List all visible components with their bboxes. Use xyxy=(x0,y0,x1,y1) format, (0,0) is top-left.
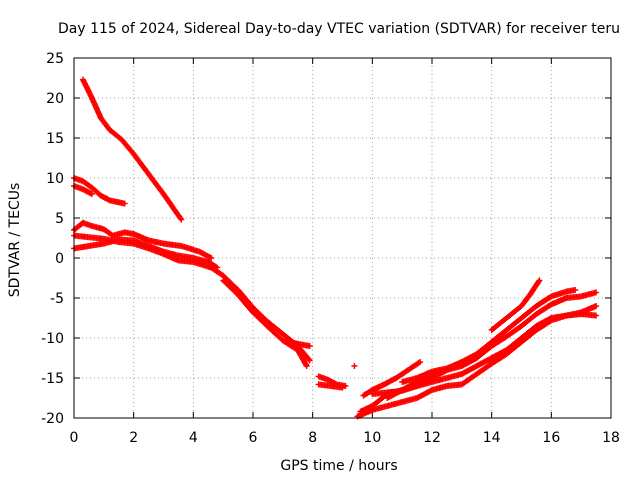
x-tick-label: 6 xyxy=(249,430,258,446)
y-axis-title: SDTVAR / TECUs xyxy=(7,183,23,298)
y-tick-label: -15 xyxy=(41,371,64,387)
point-markers xyxy=(80,76,185,223)
plot-frame xyxy=(73,57,612,419)
x-tick-labels: 0 2 4 6 8 10 12 14 16 18 xyxy=(70,430,620,446)
point-markers xyxy=(315,381,346,391)
grid-lines xyxy=(74,58,611,418)
series-arc-17 xyxy=(488,277,543,333)
y-tick-label: -5 xyxy=(50,291,64,307)
point-markers xyxy=(384,359,465,401)
series-arc-10 xyxy=(315,381,346,391)
y-tick-labels: -20 -15 -10 -5 0 5 10 15 20 25 xyxy=(41,51,64,427)
x-tick-label: 18 xyxy=(602,430,620,446)
y-tick-label: -20 xyxy=(41,411,64,427)
series-arc-8 xyxy=(285,339,313,349)
x-tick-label: 2 xyxy=(129,430,138,446)
series-arc-16 xyxy=(384,359,465,401)
y-tick-label: 20 xyxy=(46,91,64,107)
chart-title: Day 115 of 2024, Sidereal Day-to-day VTE… xyxy=(58,21,620,37)
y-tick-label: 15 xyxy=(46,131,64,147)
x-tick-label: 16 xyxy=(542,430,560,446)
point-markers xyxy=(354,303,600,420)
point-markers xyxy=(351,363,358,369)
x-tick-label: 0 xyxy=(70,430,79,446)
data-series xyxy=(71,76,600,420)
x-tick-label: 10 xyxy=(363,430,381,446)
y-tick-label: 5 xyxy=(55,211,64,227)
series-arc-18 xyxy=(351,363,358,369)
y-tick-label: 10 xyxy=(46,171,64,187)
series-arc-1 xyxy=(80,76,185,223)
series-arc-12 xyxy=(354,303,600,420)
y-tick-label: 0 xyxy=(55,251,64,267)
point-markers xyxy=(285,339,313,349)
point-markers xyxy=(488,277,543,333)
y-tick-label: -10 xyxy=(41,331,64,347)
x-tick-label: 8 xyxy=(308,430,317,446)
point-markers xyxy=(360,359,424,399)
x-tick-label: 4 xyxy=(189,430,198,446)
x-tick-label: 12 xyxy=(423,430,441,446)
series-arc-15 xyxy=(360,359,424,399)
point-markers xyxy=(220,277,310,369)
x-tick-label: 14 xyxy=(483,430,501,446)
series-arc-7 xyxy=(220,277,310,369)
y-tick-label: 25 xyxy=(46,51,64,67)
x-axis-title: GPS time / hours xyxy=(280,458,397,474)
